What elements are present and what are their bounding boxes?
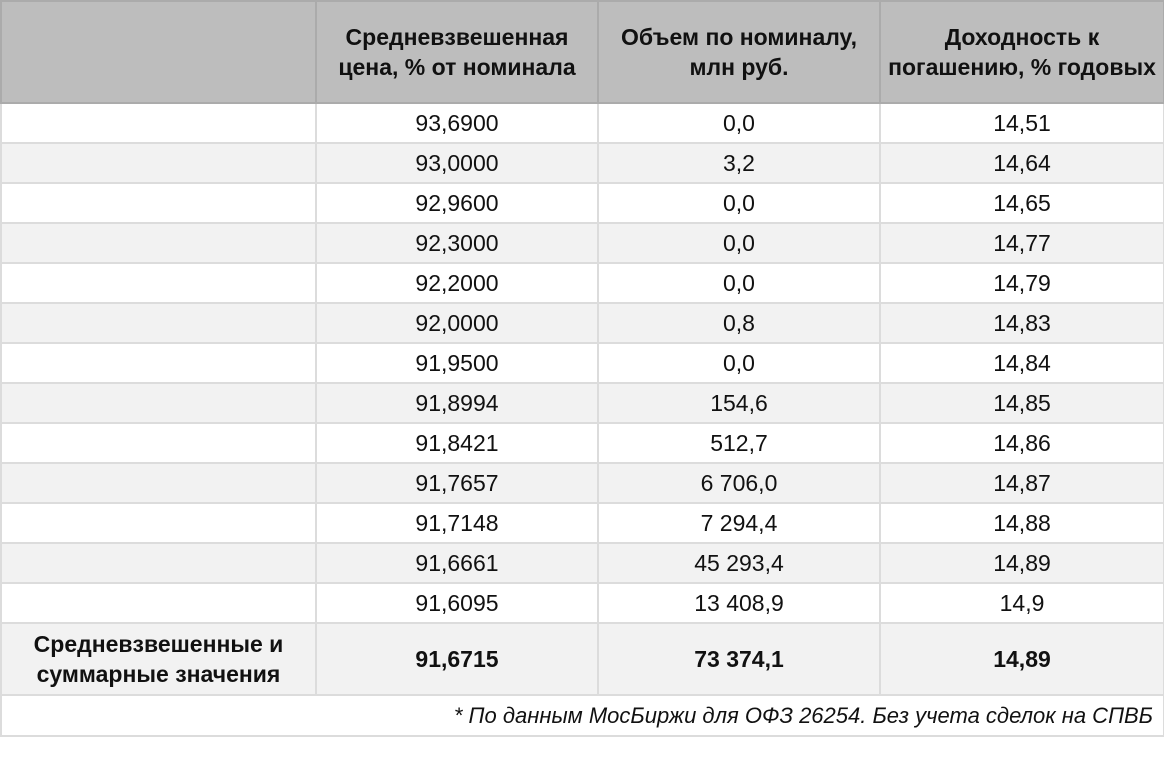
- summary-yield: 14,89: [879, 622, 1164, 696]
- row-label: [0, 542, 317, 584]
- volume-cell: 3,2: [597, 142, 881, 184]
- row-label: [0, 262, 317, 304]
- price-cell: 92,9600: [315, 182, 599, 224]
- row-label: [0, 422, 317, 464]
- row-label: [0, 302, 317, 344]
- price-cell: 91,7148: [315, 502, 599, 544]
- header-row: Средневзвешенная цена, % от номинала Объ…: [0, 0, 1164, 104]
- row-label: [0, 462, 317, 504]
- price-cell: 91,9500: [315, 342, 599, 384]
- yield-cell: 14,85: [879, 382, 1164, 424]
- volume-cell: 6 706,0: [597, 462, 881, 504]
- volume-cell: 45 293,4: [597, 542, 881, 584]
- volume-cell: 0,8: [597, 302, 881, 344]
- volume-cell: 13 408,9: [597, 582, 881, 624]
- table-row: 92,0000 0,8 14,83: [0, 302, 1164, 344]
- price-cell: 91,6661: [315, 542, 599, 584]
- table-row: 91,9500 0,0 14,84: [0, 342, 1164, 384]
- price-cell: 93,6900: [315, 102, 599, 144]
- table-row: 91,8994 154,6 14,85: [0, 382, 1164, 424]
- row-label: [0, 142, 317, 184]
- table-row: 91,6661 45 293,4 14,89: [0, 542, 1164, 584]
- row-label: [0, 102, 317, 144]
- header-empty: [0, 0, 317, 104]
- yield-cell: 14,51: [879, 102, 1164, 144]
- price-cell: 91,7657: [315, 462, 599, 504]
- volume-cell: 0,0: [597, 222, 881, 264]
- yield-cell: 14,83: [879, 302, 1164, 344]
- row-label: [0, 502, 317, 544]
- volume-cell: 0,0: [597, 262, 881, 304]
- summary-volume: 73 374,1: [597, 622, 881, 696]
- price-cell: 91,6095: [315, 582, 599, 624]
- volume-cell: 7 294,4: [597, 502, 881, 544]
- yield-cell: 14,86: [879, 422, 1164, 464]
- footnote-row: * По данным МосБиржи для ОФЗ 26254. Без …: [0, 694, 1164, 737]
- yield-cell: 14,79: [879, 262, 1164, 304]
- volume-cell: 0,0: [597, 102, 881, 144]
- table-row: 92,2000 0,0 14,79: [0, 262, 1164, 304]
- volume-cell: 512,7: [597, 422, 881, 464]
- table-row: 91,7148 7 294,4 14,88: [0, 502, 1164, 544]
- table-row: 93,6900 0,0 14,51: [0, 102, 1164, 144]
- summary-label: Средневзвешенные и суммарные значения: [0, 622, 317, 696]
- row-label: [0, 582, 317, 624]
- table-row: 92,9600 0,0 14,65: [0, 182, 1164, 224]
- price-cell: 93,0000: [315, 142, 599, 184]
- volume-cell: 0,0: [597, 342, 881, 384]
- volume-cell: 0,0: [597, 182, 881, 224]
- yield-cell: 14,9: [879, 582, 1164, 624]
- ofz-trades-table: Средневзвешенная цена, % от номинала Объ…: [0, 0, 1164, 737]
- price-cell: 92,0000: [315, 302, 599, 344]
- yield-cell: 14,88: [879, 502, 1164, 544]
- row-label: [0, 342, 317, 384]
- summary-row: Средневзвешенные и суммарные значения 91…: [0, 622, 1164, 696]
- yield-cell: 14,65: [879, 182, 1164, 224]
- yield-cell: 14,64: [879, 142, 1164, 184]
- price-cell: 92,2000: [315, 262, 599, 304]
- summary-price: 91,6715: [315, 622, 599, 696]
- table-row: 91,7657 6 706,0 14,87: [0, 462, 1164, 504]
- table-row: 91,6095 13 408,9 14,9: [0, 582, 1164, 624]
- row-label: [0, 382, 317, 424]
- table-row: 92,3000 0,0 14,77: [0, 222, 1164, 264]
- table-row: 91,8421 512,7 14,86: [0, 422, 1164, 464]
- header-yield-to-maturity: Доходность к погашению, % годовых: [879, 0, 1164, 104]
- price-cell: 91,8421: [315, 422, 599, 464]
- row-label: [0, 222, 317, 264]
- yield-cell: 14,87: [879, 462, 1164, 504]
- price-cell: 92,3000: [315, 222, 599, 264]
- price-cell: 91,8994: [315, 382, 599, 424]
- yield-cell: 14,84: [879, 342, 1164, 384]
- yield-cell: 14,77: [879, 222, 1164, 264]
- footnote-text: * По данным МосБиржи для ОФЗ 26254. Без …: [0, 694, 1164, 737]
- yield-cell: 14,89: [879, 542, 1164, 584]
- row-label: [0, 182, 317, 224]
- volume-cell: 154,6: [597, 382, 881, 424]
- header-nominal-volume: Объем по номиналу, млн руб.: [597, 0, 881, 104]
- header-weighted-price: Средневзвешенная цена, % от номинала: [315, 0, 599, 104]
- table-row: 93,0000 3,2 14,64: [0, 142, 1164, 184]
